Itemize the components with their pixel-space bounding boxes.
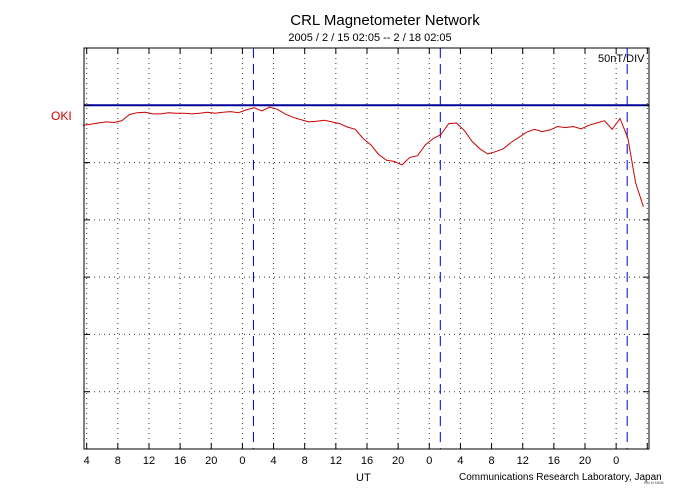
x-tick-label: 20 [392,455,404,467]
scale-label: 50nT/DIV [598,53,645,65]
x-tick-label: 0 [239,455,245,467]
station-label: OKI [51,109,72,123]
x-tick-label: 12 [330,455,342,467]
x-tick-label: 4 [270,455,276,467]
chart-subtitle: 2005 / 2 / 15 02:05 -- 2 / 18 02:05 [288,32,452,44]
x-tick-label: 16 [174,455,186,467]
x-tick-label: 20 [205,455,217,467]
x-tick-label: 4 [457,455,463,467]
x-tick-label: 0 [613,455,619,467]
credit-label: Communications Research Laboratory, Japa… [459,472,662,483]
plot-frame [83,47,650,450]
x-tick-label: 0 [426,455,432,467]
series-trace-oki [82,106,644,207]
x-tick-label: 12 [143,455,155,467]
x-tick-label: 20 [579,455,591,467]
x-tick-label: 16 [548,455,560,467]
x-tick-label: 8 [489,455,495,467]
x-axis-label: UT [356,472,371,484]
x-tick-label: 16 [361,455,373,467]
x-tick-label: 8 [302,455,308,467]
x-tick-label: 12 [517,455,529,467]
x-tick-label: 4 [84,455,90,467]
chart-title: CRL Magnetometer Network [290,12,480,29]
x-tick-label: 8 [115,455,121,467]
corner-mark: NN N NNN [644,480,664,485]
